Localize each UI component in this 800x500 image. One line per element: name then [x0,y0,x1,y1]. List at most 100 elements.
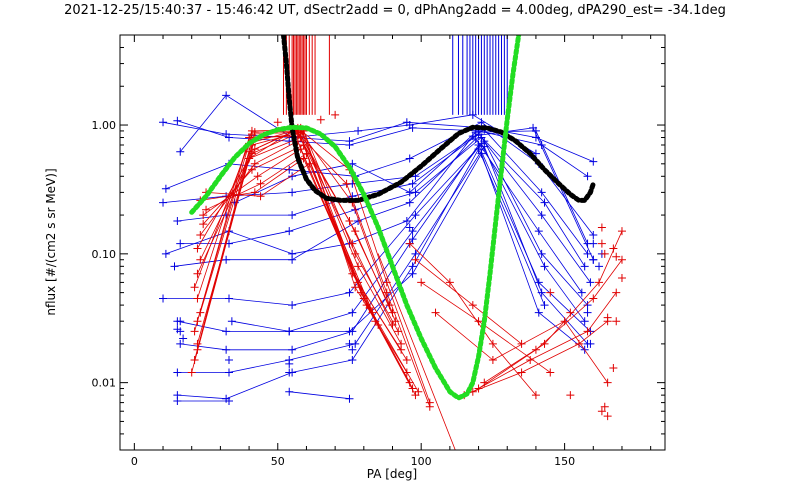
red-data-point [397,345,406,354]
red-data-point [382,288,391,297]
red-data-point [617,273,626,282]
red-data-point [394,327,403,336]
red-data-point [193,339,202,348]
blue-data-point [176,317,185,326]
red-data-point [531,391,540,400]
blue-series-line [176,142,586,332]
red-data-point [583,327,592,336]
blue-data-point [225,368,233,377]
blue-data-point [288,211,297,220]
red-data-point [417,278,426,287]
blue-data-point [225,294,233,303]
red-series-line [463,320,608,396]
red-data-point [256,192,265,201]
blue-data-point [534,308,543,317]
blue-data-point [225,133,233,142]
red-data-point [351,227,360,236]
data-layer [159,35,626,450]
blue-data-point [405,188,414,197]
red-data-point [445,278,454,287]
blue-data-point [580,317,589,326]
blue-data-point [405,154,414,163]
y-axis-label: nflux [#/(cm2 s sr MeV)] [44,168,58,315]
red-series-line [414,259,522,345]
blue-data-point [285,165,294,174]
red-data-point [193,244,202,253]
y-tick-label: 0.01 [92,377,117,390]
blue-data-point [354,126,363,135]
red-data-point [331,110,340,119]
axes-layer: 0 50 100 150 0.01 0.10 1.00 [92,34,665,468]
red-data-point [474,384,483,393]
blue-data-point [540,301,549,310]
red-series-line [435,312,608,384]
blue-data-point [577,288,586,297]
blue-data-point [176,339,185,348]
blue-data-point [411,211,420,220]
red-data-point [196,255,205,264]
red-data-point [609,244,618,253]
blue-data-point [225,355,233,364]
blue-data-point [468,110,477,119]
blue-data-point [176,239,185,248]
x-tick-label: 150 [554,455,575,468]
red-data-point [609,363,618,372]
red-series-line [194,130,431,408]
x-axis-label: PA [deg] [367,467,417,481]
blue-data-point [348,308,357,317]
red-series-line [483,230,623,384]
red-data-point [187,368,196,377]
red-data-point [190,283,199,292]
blue-series-line [176,120,588,177]
blue-data-point [589,239,598,248]
blue-series-line [174,138,583,294]
blue-data-point [477,118,486,127]
red-data-point [302,149,311,158]
red-data-point [247,149,256,158]
blue-data-point [173,116,182,125]
red-series-line [205,163,379,326]
red-data-point [247,126,256,135]
red-data-point [245,154,254,163]
blue-data-point [222,211,231,220]
red-data-point [316,115,325,124]
red-data-point [617,255,626,264]
blue-data-point [288,172,297,181]
red-data-point [589,294,598,303]
red-data-point [342,179,351,188]
blue-series-line [162,129,588,255]
x-tick-label: 0 [131,455,138,468]
blue-data-point [589,157,598,166]
blue-data-point [288,345,297,354]
red-data-point [202,205,211,214]
blue-data-point [402,216,411,225]
blue-data-point [227,317,236,326]
blue-data-point [537,211,546,220]
blue-series-line [231,153,586,351]
red-data-point [480,378,489,387]
red-data-point [597,239,606,248]
blue-data-point [285,387,294,396]
red-data-point [560,317,569,326]
blue-data-point [222,345,231,354]
blue-data-point [408,262,417,271]
red-data-point [612,317,621,326]
blue-data-point [222,91,231,100]
blue-data-point [408,235,417,244]
blue-data-point [285,227,294,236]
blue-data-point [345,394,354,403]
red-data-point [250,188,259,197]
red-data-point [193,269,202,278]
red-data-point [546,368,555,377]
red-series-line [377,253,456,450]
blue-data-point [580,262,589,271]
red-data-point [273,118,282,127]
red-data-point [566,391,575,400]
blue-data-point [345,339,354,348]
blue-data-point [589,255,598,264]
blue-data-point [161,249,170,258]
blue-data-point [405,223,414,232]
red-data-point [253,172,262,181]
blue-data-point [285,327,294,336]
